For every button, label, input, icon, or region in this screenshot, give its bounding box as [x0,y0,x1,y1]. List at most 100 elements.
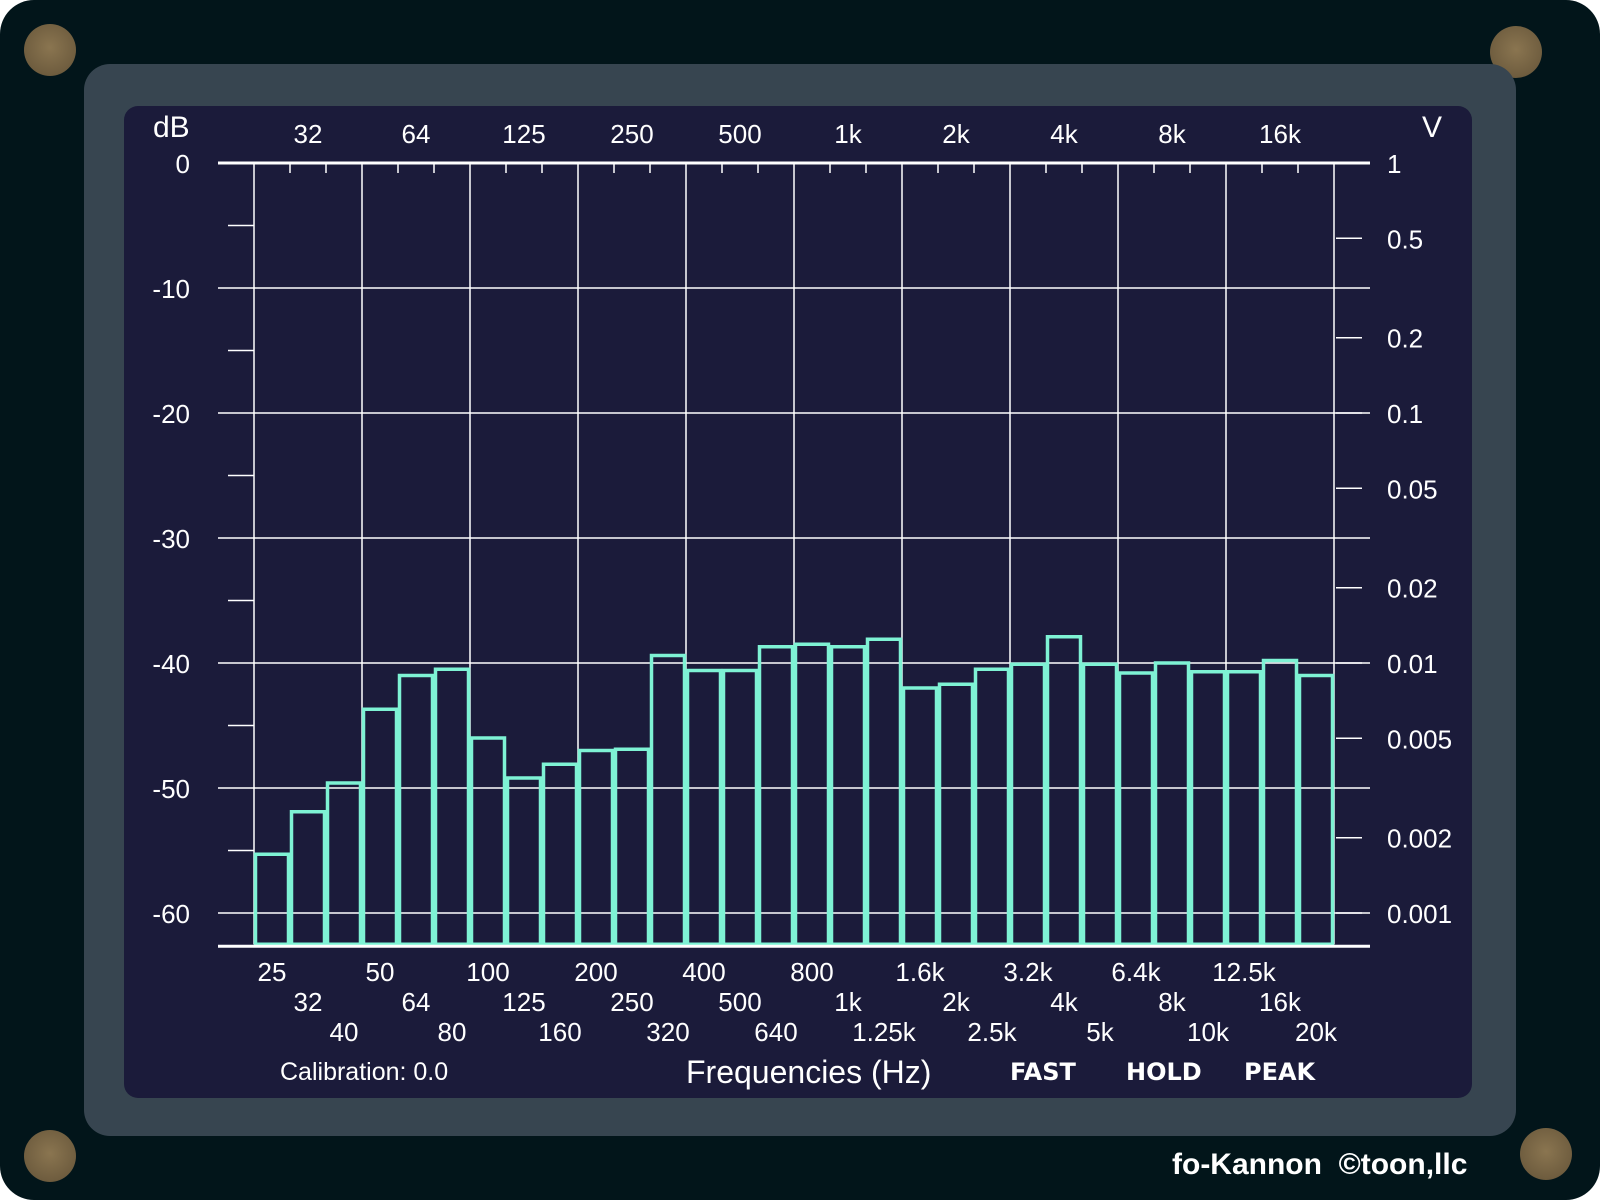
spectrum-bar [253,852,291,946]
y-tick-label-right: 0.002 [1387,824,1452,854]
x-tick-label: 500 [718,987,761,1017]
y-unit-left: dB [153,111,190,144]
x-tick-label: 2.5k [967,1017,1017,1047]
spectrum-bar [505,776,543,946]
x-tick-label: 8k [1158,987,1186,1017]
spectrum-bar [1153,661,1191,946]
spectrum-bar [541,762,579,946]
x-tick-label: 1k [834,987,862,1017]
spectrum-bar [937,682,975,946]
x-tick-label: 16k [1259,987,1302,1017]
y-tick-label-right: 0.5 [1387,224,1423,254]
spectrum-bar [829,645,867,946]
spectrum-bar [793,642,831,946]
x-tick-label: 3.2k [1003,957,1053,987]
spectrum-bar [1297,673,1335,946]
spectrum-bar [433,667,471,946]
y-tick-label-right: 1 [1387,149,1401,179]
spectrum-bars [253,635,1335,946]
y-tick-label-left: 0 [176,149,190,179]
x-tick-label: 125 [502,987,545,1017]
x-tick-label: 100 [466,957,509,987]
x-axis-title: Frequencies (Hz) [686,1054,932,1090]
top-octave-label: 2k [942,119,970,149]
spectrum-bar [469,736,507,946]
spectrum-bar [361,707,399,946]
x-tick-label: 1.6k [895,957,945,987]
spectrum-bar [1045,635,1083,946]
screw-bottom-right [1520,1128,1572,1180]
analyzer-screen [124,106,1472,1098]
y-tick-label-right: 0.1 [1387,399,1423,429]
x-tick-label: 40 [330,1017,359,1047]
top-octave-label: 8k [1158,119,1186,149]
top-octave-label: 1k [834,119,862,149]
top-octave-label: 16k [1259,119,1302,149]
spectrum-bar [973,667,1011,946]
y-tick-label-right: 0.05 [1387,474,1438,504]
x-tick-label: 50 [366,957,395,987]
spectrum-bar [577,748,615,946]
spectrum-bar [901,686,939,946]
fast-mode-button[interactable]: FAST [1010,1058,1076,1086]
spectrum-bar [1261,658,1299,946]
spectrum-bar [397,673,435,946]
spectrum-bar [1189,670,1227,946]
calibration-readout[interactable]: Calibration: 0.0 [280,1058,449,1086]
y-tick-label-left: -10 [152,274,190,304]
spectrum-bar [649,653,687,946]
x-tick-label: 5k [1086,1017,1114,1047]
screw-top-left [24,24,76,76]
x-tick-label: 6.4k [1111,957,1161,987]
spectrum-bar [757,645,795,946]
top-octave-label: 4k [1050,119,1078,149]
x-tick-label: 10k [1187,1017,1230,1047]
screw-bottom-left [24,1130,76,1182]
x-tick-label: 12.5k [1212,957,1277,987]
x-tick-label: 400 [682,957,725,987]
brand-label: fo-Kannon ©toon,llc [1172,1148,1468,1181]
peak-mode-button[interactable]: PEAK [1244,1058,1316,1086]
x-tick-label: 80 [438,1017,467,1047]
y-tick-label-left: -20 [152,399,190,429]
y-tick-label-left: -50 [152,774,190,804]
x-tick-label: 160 [538,1017,581,1047]
y-unit-right: V [1422,111,1442,144]
spectrum-bar [721,668,759,946]
spectrum-bar [865,637,903,946]
x-tick-label: 1.25k [852,1017,917,1047]
spectrum-bar [325,781,363,946]
y-tick-label-left: -60 [152,899,190,929]
top-octave-label: 125 [502,119,545,149]
x-tick-label: 4k [1050,987,1078,1017]
spectrum-bar [1009,662,1047,946]
top-octave-label: 64 [402,119,431,149]
y-tick-label-left: -40 [152,649,190,679]
x-tick-label: 640 [754,1017,797,1047]
spectrum-bar [1225,670,1263,946]
spectrum-bar [1081,662,1119,946]
x-tick-label: 64 [402,987,431,1017]
hold-mode-button[interactable]: HOLD [1126,1058,1202,1086]
x-tick-label: 200 [574,957,617,987]
spectrum-bar [685,668,723,946]
axis-labels: 0 -10 -20 -30 -40 -50 -60 1 0.5 0.2 0.1 0.05 0.02 0.0… [152,111,1452,1047]
top-octave-label: 32 [294,119,323,149]
y-tick-label-right: 0.005 [1387,724,1452,754]
top-octave-label: 250 [610,119,653,149]
x-tick-label: 32 [294,987,323,1017]
x-tick-label: 320 [646,1017,689,1047]
x-tick-label: 20k [1295,1017,1338,1047]
top-octave-label: 500 [718,119,761,149]
y-tick-label-left: -30 [152,524,190,554]
spectrum-bar [289,810,327,946]
y-tick-label-right: 0.001 [1387,899,1452,929]
spectrum-bar [613,747,651,946]
x-tick-label: 2k [942,987,970,1017]
y-tick-label-right: 0.01 [1387,649,1438,679]
y-tick-label-right: 0.2 [1387,324,1423,354]
spectrum-bar [1117,671,1155,946]
x-tick-label: 800 [790,957,833,987]
